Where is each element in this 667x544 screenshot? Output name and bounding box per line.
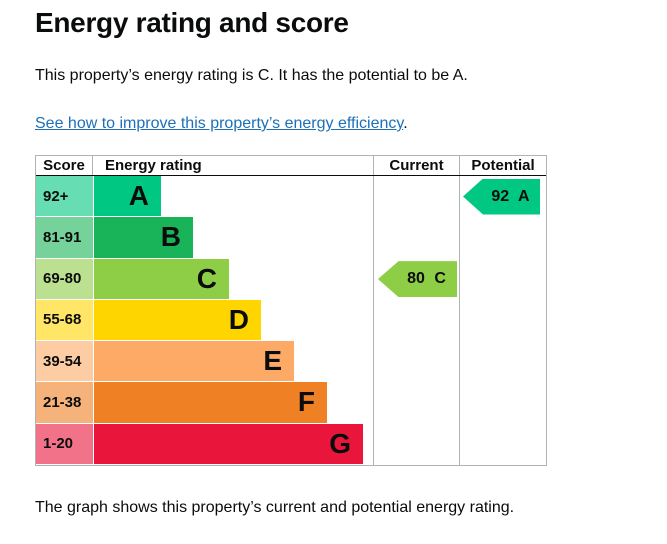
band-bar-a: A [94,176,161,217]
band-row-d: 55-68 D [36,299,546,342]
band-row-e: 39-54 E [36,341,546,383]
page-title: Energy rating and score [35,7,349,38]
improve-efficiency-link[interactable]: See how to improve this property’s energ… [35,115,404,132]
header-energy-rating: Energy rating [93,156,374,175]
link-suffix-period: . [403,115,408,132]
band-bar-c: C [94,258,229,299]
band-row-g: 1-20 G [36,423,546,465]
column-divider-potential [459,176,460,465]
epc-page: Energy rating and score This property’s … [0,7,667,517]
band-score-range-a: 92+ [36,176,94,217]
band-bar-d: D [94,299,261,341]
band-row-b: 81-91 B [36,217,546,259]
band-score-range-g: 1-20 [36,423,94,464]
band-bar-e: E [94,341,294,382]
band-row-a: 92+ A [36,176,546,218]
band-row-c: 69-80 C [36,258,546,300]
link-line: See how to improve this property’s energ… [35,115,647,133]
chart-body: 92+ A 81-91 B 69-80 C 55-68 D 39-54 E 21-38 F 1-20 G … [36,176,546,465]
potential-rating-label: 92 A [491,187,530,205]
band-bar-g: G [94,423,363,464]
chart-header-row: Score Energy rating Current Potential [36,156,546,176]
header-score: Score [36,156,93,175]
current-rating-label: 80 C [407,270,446,288]
chart-caption: The graph shows this property’s current … [35,499,515,516]
header-potential: Potential [471,157,535,174]
column-divider-current [373,176,374,465]
band-score-range-c: 69-80 [36,258,94,299]
header-current: Current [374,156,460,175]
band-score-range-f: 21-38 [36,382,94,423]
band-score-range-e: 39-54 [36,341,94,382]
band-bar-b: B [94,217,193,258]
energy-rating-chart: Score Energy rating Current Potential 92… [35,155,547,466]
summary-text: This property’s energy rating is C. It h… [35,67,468,84]
band-bar-f: F [94,382,327,423]
band-score-range-d: 55-68 [36,299,94,341]
band-score-range-b: 81-91 [36,217,94,258]
band-row-f: 21-38 F [36,382,546,424]
